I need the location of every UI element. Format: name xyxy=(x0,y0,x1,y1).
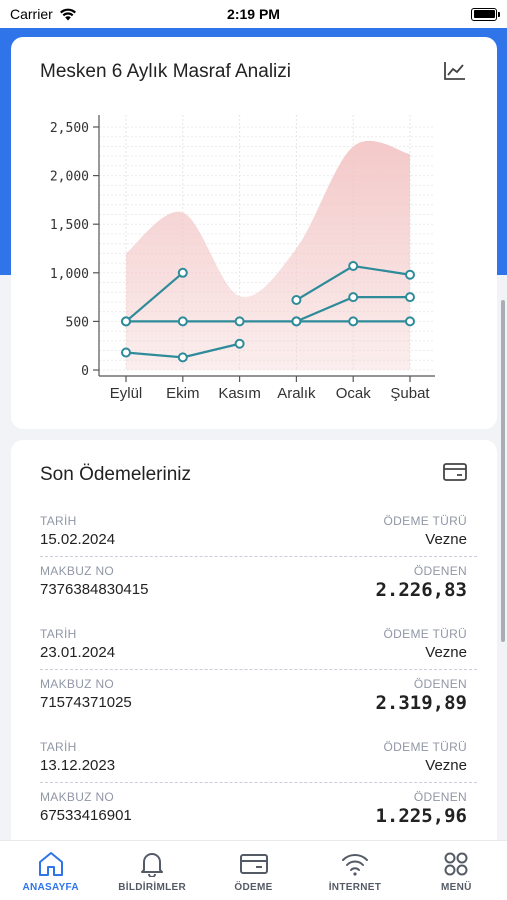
tab-label: ANASAYFA xyxy=(22,882,79,893)
payment-type: Vezne xyxy=(425,644,467,661)
payment-type: Vezne xyxy=(425,757,467,774)
tab-notifications[interactable]: BİLDİRİMLER xyxy=(101,841,202,900)
receipt-label: MAKBUZ NO xyxy=(40,790,115,804)
payment-date: 15.02.2024 xyxy=(40,531,116,548)
payments-list: TARİH 15.02.2024 ÖDEME TÜRÜ Vezne MAKBUZ… xyxy=(11,514,497,853)
data-point xyxy=(177,316,188,327)
tab-home[interactable]: ANASAYFA xyxy=(0,841,101,900)
payment-card-icon xyxy=(239,854,268,874)
y-tick-label: 2,500 xyxy=(50,121,89,136)
data-point xyxy=(348,260,359,271)
x-tick-label: Ekim xyxy=(166,385,199,402)
paid-amount: 2.319,89 xyxy=(375,692,467,714)
data-point xyxy=(405,316,415,327)
series-line xyxy=(125,271,184,323)
wifi-signal-icon xyxy=(59,8,76,20)
bell-icon xyxy=(141,853,164,877)
data-point xyxy=(291,316,302,327)
y-tick-label: 1,000 xyxy=(50,267,89,282)
recent-payments-card: Son Ödemeleriniz TARİH 15.02.2024 ÖDEME … xyxy=(11,440,497,860)
data-point xyxy=(291,295,302,306)
payment-date: 23.01.2024 xyxy=(40,644,116,661)
data-point xyxy=(348,292,359,303)
payment-item[interactable]: TARİH 15.02.2024 ÖDEME TÜRÜ Vezne MAKBUZ… xyxy=(11,514,497,627)
x-tick-label: Şubat xyxy=(390,385,430,402)
paid-amount: 1.225,96 xyxy=(375,805,467,827)
date-label: TARİH xyxy=(40,740,77,754)
payment-type-label: ÖDEME TÜRÜ xyxy=(383,514,467,528)
wifi-icon xyxy=(341,854,368,876)
y-tick-label: 0 xyxy=(81,364,89,379)
receipt-number: 67533416901 xyxy=(40,807,132,824)
paid-label: ÖDENEN xyxy=(413,564,467,578)
payment-type-label: ÖDEME TÜRÜ xyxy=(383,740,467,754)
battery-icon xyxy=(471,7,500,21)
expense-chart: 0 500 1,000 1,500 2,000 2,500 Eylül Ekim Kasım Ar… xyxy=(50,115,435,402)
tab-menu[interactable]: MENÜ xyxy=(406,841,507,900)
paid-label: ÖDENEN xyxy=(413,790,467,804)
y-tick-label: 2,000 xyxy=(50,170,89,185)
receipt-label: MAKBUZ NO xyxy=(40,677,115,691)
y-tick-label: 1,500 xyxy=(50,218,89,233)
data-point xyxy=(234,338,245,349)
payment-type: Vezne xyxy=(425,531,467,548)
data-point xyxy=(405,292,415,303)
payment-item[interactable]: TARİH 13.12.2023 ÖDEME TÜRÜ Vezne MAKBUZ… xyxy=(11,740,497,853)
divider xyxy=(40,669,477,670)
date-label: TARİH xyxy=(40,514,77,528)
divider xyxy=(40,782,477,783)
tab-payment[interactable]: ÖDEME xyxy=(203,841,304,900)
expense-analysis-card: Mesken 6 Aylık Masraf Analizi 0 500 1,000 1… xyxy=(11,37,497,429)
menu-grid-icon xyxy=(444,852,468,876)
status-bar: Carrier 2:19 PM xyxy=(0,0,507,28)
status-time: 2:19 PM xyxy=(227,6,280,22)
x-tick-label: Aralık xyxy=(277,385,316,402)
tab-label: ÖDEME xyxy=(234,882,273,893)
x-tick-label: Kasım xyxy=(218,385,261,402)
home-icon xyxy=(38,852,63,876)
data-point xyxy=(234,316,245,327)
receipt-number: 71574371025 xyxy=(40,694,132,711)
data-point xyxy=(121,316,131,327)
data-point xyxy=(405,269,415,280)
y-tick-label: 500 xyxy=(66,315,89,330)
payment-type-label: ÖDEME TÜRÜ xyxy=(383,627,467,641)
tab-label: MENÜ xyxy=(441,882,472,893)
paid-amount: 2.226,83 xyxy=(375,579,467,601)
payment-item[interactable]: TARİH 23.01.2024 ÖDEME TÜRÜ Vezne MAKBUZ… xyxy=(11,627,497,740)
chart-card-title: Mesken 6 Aylık Masraf Analizi xyxy=(40,61,291,82)
receipt-label: MAKBUZ NO xyxy=(40,564,115,578)
line-chart-icon[interactable] xyxy=(443,61,467,81)
payment-date: 13.12.2023 xyxy=(40,757,116,774)
tab-label: BİLDİRİMLER xyxy=(118,882,186,893)
area-series xyxy=(126,140,410,370)
receipt-number: 7376384830415 xyxy=(40,581,149,598)
date-label: TARİH xyxy=(40,627,77,641)
data-point xyxy=(121,347,131,358)
paid-label: ÖDENEN xyxy=(413,677,467,691)
payments-card-title: Son Ödemeleriniz xyxy=(40,464,192,485)
data-point xyxy=(177,352,188,363)
x-tick-label: Ocak xyxy=(336,385,372,402)
data-point xyxy=(348,316,359,327)
data-point xyxy=(177,267,188,278)
tab-internet[interactable]: İNTERNET xyxy=(304,841,405,900)
x-tick-label: Eylül xyxy=(110,385,143,402)
carrier-label: Carrier xyxy=(10,6,53,22)
divider xyxy=(40,556,477,557)
tab-bar: ANASAYFA BİLDİRİMLER ÖDEME İNTERNET xyxy=(0,840,507,900)
scrollbar[interactable] xyxy=(501,300,505,642)
tab-label: İNTERNET xyxy=(328,882,382,893)
credit-card-icon[interactable] xyxy=(443,463,467,481)
